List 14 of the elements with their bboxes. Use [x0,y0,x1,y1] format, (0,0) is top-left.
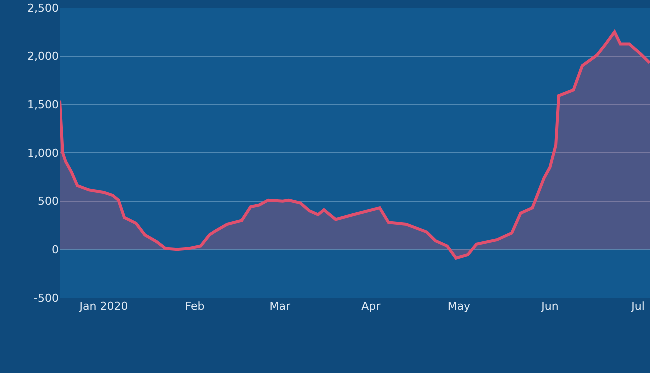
x-tick-label: Jan 2020 [78,300,128,313]
x-tick-label: Apr [362,300,382,313]
x-tick-label: Mar [270,300,291,313]
x-tick-label: Jun [540,300,559,313]
y-tick-label: 1,500 [28,98,59,112]
x-tick-label: May [448,300,472,313]
y-tick-label: 1,000 [28,146,59,160]
y-tick-label: 2,500 [28,2,59,15]
y-tick-label: 2,000 [28,50,59,64]
y-tick-label: 500 [38,195,59,208]
x-tick-label: Feb [185,300,205,313]
x-tick-label: Jul [630,300,645,313]
y-tick-label: 0 [52,244,59,257]
y-tick-label: -500 [34,292,59,305]
